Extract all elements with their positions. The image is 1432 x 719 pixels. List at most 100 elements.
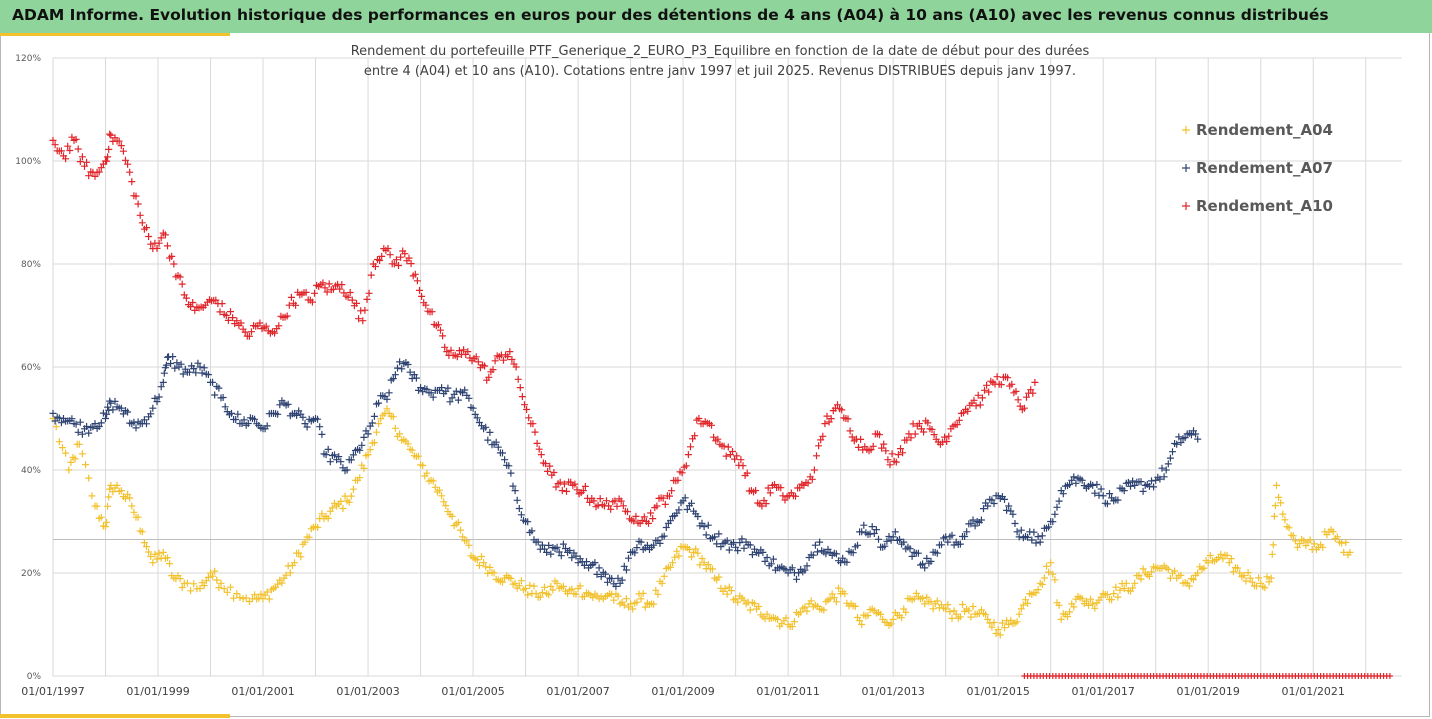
data-point [579, 487, 587, 495]
data-point [740, 596, 748, 604]
data-point [967, 520, 975, 528]
data-point [364, 451, 372, 459]
data-point [687, 443, 694, 451]
data-point [734, 598, 742, 606]
data-point [1185, 582, 1193, 590]
data-point [1175, 433, 1183, 441]
series-rendement-a04 [49, 405, 1354, 639]
data-point [601, 570, 609, 578]
y-tick-label: 80% [21, 260, 41, 270]
data-point [854, 541, 861, 549]
data-point [97, 164, 105, 172]
data-point [858, 528, 866, 536]
data-point [209, 572, 217, 580]
data-point [835, 584, 842, 592]
data-point [81, 162, 88, 170]
data-point [1200, 564, 1208, 572]
data-point [1248, 578, 1256, 586]
data-point [734, 547, 742, 555]
data-point [1057, 615, 1065, 623]
data-point [287, 293, 295, 301]
data-point [1158, 464, 1166, 472]
data-point [57, 147, 65, 155]
data-point [134, 513, 142, 521]
data-point [453, 353, 461, 361]
data-point [837, 559, 845, 567]
data-point [512, 363, 520, 371]
data-point [1078, 476, 1086, 484]
data-point [259, 595, 267, 603]
data-point [868, 523, 876, 531]
data-point [159, 378, 167, 386]
data-point [944, 538, 952, 546]
data-point [147, 410, 155, 418]
data-point [1148, 568, 1155, 576]
data-point [790, 618, 798, 626]
data-point [685, 546, 693, 553]
data-point [297, 553, 305, 561]
data-point [452, 387, 460, 395]
data-point [528, 527, 536, 535]
data-point [1120, 585, 1128, 592]
data-point [650, 600, 658, 608]
data-point [149, 404, 157, 412]
data-point [580, 561, 588, 569]
data-point [103, 157, 111, 165]
data-point [1020, 404, 1028, 412]
x-tick-label: 01/01/2005 [441, 685, 504, 698]
data-point [211, 567, 219, 575]
data-point [882, 447, 890, 455]
data-point [898, 614, 906, 622]
data-point [55, 438, 63, 446]
data-point [314, 415, 322, 423]
data-point [933, 597, 941, 605]
series-rendement-a07 [49, 353, 1202, 590]
data-point [544, 467, 552, 475]
data-point [828, 590, 836, 598]
data-point [988, 623, 996, 631]
data-point [1091, 489, 1099, 497]
data-point [627, 600, 635, 608]
data-point [1192, 430, 1200, 438]
data-point [766, 489, 774, 497]
data-point [62, 155, 70, 163]
data-point [321, 284, 329, 292]
data-point [924, 419, 932, 427]
data-point [903, 436, 911, 444]
data-point [192, 369, 200, 377]
data-point [967, 613, 975, 621]
data-point [804, 479, 812, 487]
data-point [376, 257, 384, 264]
data-point [671, 553, 679, 561]
data-point [586, 498, 594, 506]
data-point [341, 492, 349, 500]
data-point [106, 130, 114, 138]
data-point [942, 605, 950, 613]
data-point [658, 579, 666, 587]
data-point [229, 314, 237, 322]
data-point [919, 560, 927, 568]
data-point [347, 456, 355, 464]
data-point [59, 444, 66, 452]
data-point [909, 420, 917, 428]
data-point [233, 317, 241, 325]
data-point [543, 548, 551, 556]
x-tick-label: 01/01/2019 [1177, 685, 1240, 698]
data-point [919, 594, 927, 602]
data-point [604, 578, 611, 586]
data-point [293, 411, 301, 419]
data-point [1120, 487, 1128, 495]
data-point [431, 483, 439, 491]
data-point [814, 548, 821, 556]
data-point [173, 359, 181, 367]
data-point [386, 251, 394, 259]
data-point [448, 394, 456, 402]
data-point [213, 576, 221, 584]
data-point [557, 552, 565, 560]
data-point [196, 363, 204, 371]
data-point [200, 582, 208, 590]
data-point [504, 353, 512, 361]
x-tick-label: 01/01/1997 [21, 685, 84, 698]
data-point [956, 613, 964, 621]
data-point [361, 306, 369, 314]
